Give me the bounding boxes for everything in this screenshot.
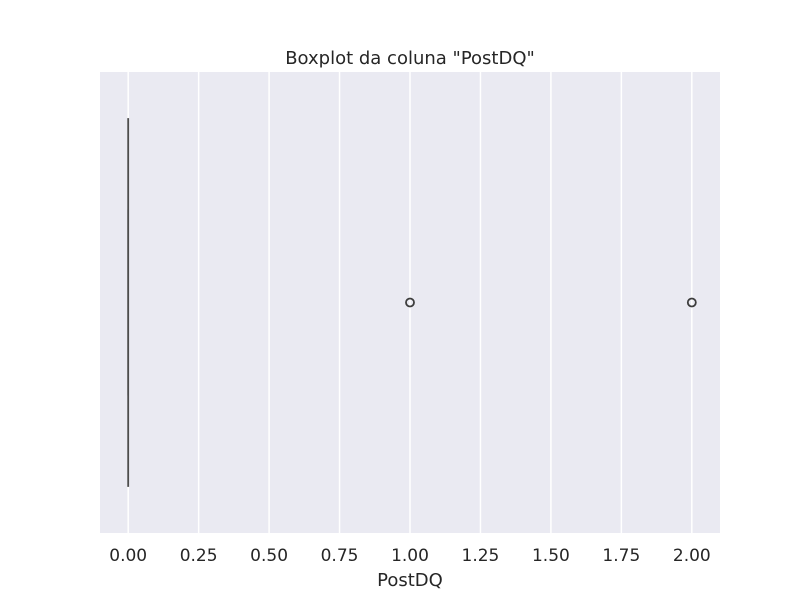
- x-tick-label: 1.00: [391, 546, 429, 566]
- x-tick-label: 0.75: [321, 546, 359, 566]
- x-tick-label: 0.00: [109, 546, 147, 566]
- x-tick-labels: 0.00 0.25 0.50 0.75 1.00 1.25 1.50 1.75 2.00: [109, 546, 710, 566]
- outlier-point-1: [686, 297, 697, 308]
- x-tick-label: 1.75: [602, 546, 640, 566]
- outlier-point-0: [405, 297, 415, 308]
- outlier-points: [405, 297, 697, 308]
- x-tick-label: 1.50: [532, 546, 570, 566]
- x-tick-label: 0.50: [250, 546, 288, 566]
- x-tick-label: 0.25: [180, 546, 218, 566]
- chart-title: Boxplot da coluna "PostDQ": [285, 48, 535, 69]
- x-tick-label: 2.00: [673, 546, 711, 566]
- x-axis-label: PostDQ: [377, 570, 443, 591]
- x-tick-label: 1.25: [462, 546, 500, 566]
